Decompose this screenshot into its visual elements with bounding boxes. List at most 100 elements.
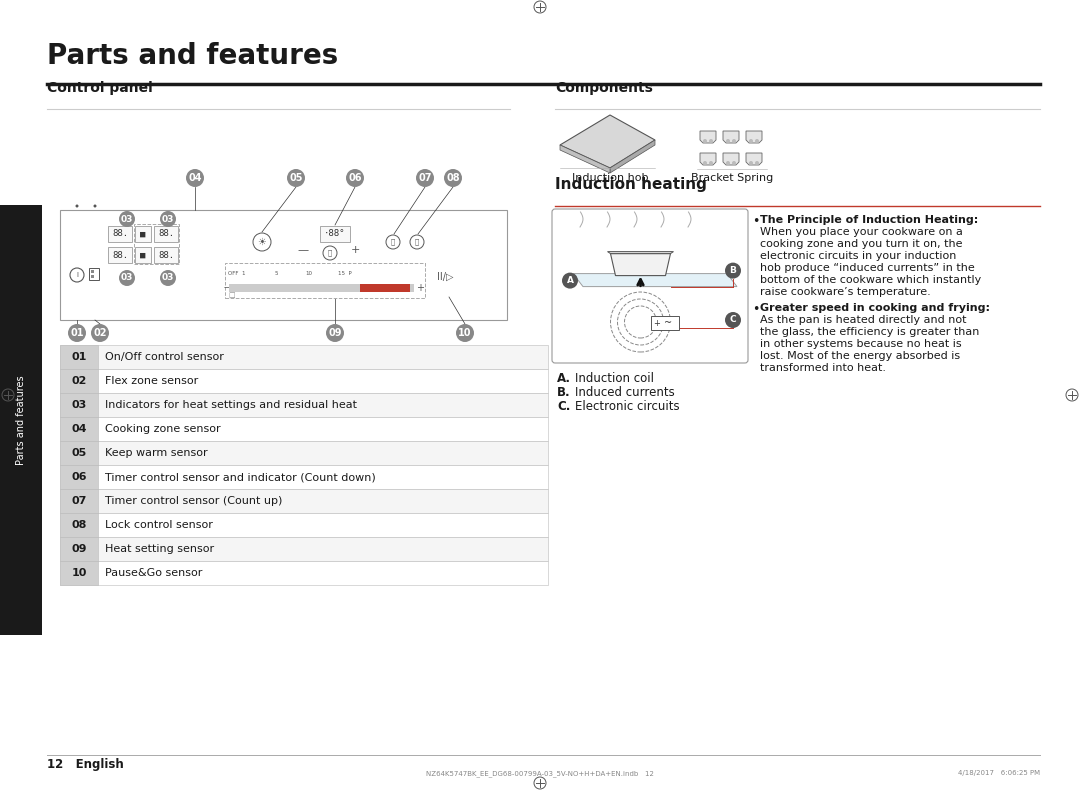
- Circle shape: [755, 139, 759, 143]
- Text: 03: 03: [162, 215, 174, 224]
- Polygon shape: [561, 145, 610, 173]
- Text: Induced currents: Induced currents: [575, 386, 675, 399]
- Polygon shape: [723, 153, 739, 165]
- Bar: [60, 417, 548, 441]
- Text: •: •: [752, 303, 759, 316]
- Bar: [60, 369, 548, 393]
- Bar: [360, 284, 410, 292]
- Polygon shape: [746, 131, 762, 143]
- Polygon shape: [610, 254, 671, 276]
- Bar: [91, 275, 94, 278]
- Polygon shape: [610, 140, 654, 173]
- Text: in other systems because no heat is: in other systems because no heat is: [760, 339, 961, 349]
- Text: 01: 01: [70, 328, 84, 338]
- Bar: [91, 270, 94, 273]
- Text: □: □: [228, 292, 234, 298]
- Text: As the pan is heated directly and not: As the pan is heated directly and not: [760, 315, 967, 325]
- Text: Induction coil: Induction coil: [575, 372, 654, 385]
- Bar: [60, 537, 548, 561]
- Text: 03: 03: [121, 273, 133, 283]
- Circle shape: [732, 139, 735, 143]
- Text: transformed into heat.: transformed into heat.: [760, 363, 886, 373]
- Bar: [225, 263, 426, 298]
- Text: 06: 06: [348, 173, 362, 183]
- Text: Keep warm sensor: Keep warm sensor: [105, 448, 207, 458]
- Circle shape: [755, 161, 759, 165]
- Text: raise cookware’s temperature.: raise cookware’s temperature.: [760, 287, 931, 297]
- Circle shape: [708, 139, 713, 143]
- FancyBboxPatch shape: [552, 209, 748, 363]
- Polygon shape: [607, 251, 674, 254]
- Circle shape: [186, 169, 204, 187]
- Bar: [60, 441, 98, 465]
- Polygon shape: [723, 131, 739, 143]
- Text: 09: 09: [71, 544, 86, 554]
- Bar: [60, 489, 98, 513]
- Text: ~: ~: [664, 318, 673, 328]
- Text: Lock control sensor: Lock control sensor: [105, 520, 213, 530]
- Text: Timer control sensor (Count up): Timer control sensor (Count up): [105, 496, 282, 506]
- Text: Induction hob: Induction hob: [571, 173, 648, 183]
- Text: 02: 02: [93, 328, 107, 338]
- Text: ■: ■: [140, 250, 146, 259]
- Text: 88.: 88.: [158, 250, 174, 259]
- Bar: [108, 247, 132, 263]
- Polygon shape: [573, 273, 737, 287]
- Circle shape: [732, 161, 735, 165]
- Circle shape: [68, 324, 86, 342]
- Circle shape: [94, 205, 96, 208]
- Text: 06: 06: [71, 472, 86, 482]
- Circle shape: [119, 211, 135, 227]
- Text: cooking zone and you turn it on, the: cooking zone and you turn it on, the: [760, 239, 962, 249]
- Bar: [89, 268, 99, 280]
- Text: lost. Most of the energy absorbed is: lost. Most of the energy absorbed is: [760, 351, 960, 361]
- Text: electronic circuits in your induction: electronic circuits in your induction: [760, 251, 957, 261]
- Bar: [154, 247, 178, 263]
- Text: A.: A.: [557, 372, 571, 385]
- Text: Induction heating: Induction heating: [555, 177, 707, 192]
- Text: 🔒: 🔒: [415, 239, 419, 246]
- Bar: [135, 247, 151, 263]
- Text: 08: 08: [446, 173, 460, 183]
- Text: 04: 04: [71, 424, 86, 434]
- Text: I: I: [76, 272, 78, 278]
- Text: 04: 04: [188, 173, 202, 183]
- Text: Bracket Spring: Bracket Spring: [691, 173, 773, 183]
- Text: 10: 10: [71, 568, 86, 578]
- Text: 5: 5: [275, 271, 279, 276]
- Circle shape: [726, 139, 730, 143]
- Text: ⌚: ⌚: [391, 239, 395, 246]
- Text: OFF  1: OFF 1: [228, 271, 245, 276]
- Polygon shape: [700, 153, 716, 165]
- Circle shape: [119, 270, 135, 286]
- Circle shape: [346, 169, 364, 187]
- Text: 4/18/2017   6:06:25 PM: 4/18/2017 6:06:25 PM: [958, 770, 1040, 776]
- Text: 07: 07: [418, 173, 432, 183]
- Circle shape: [726, 161, 730, 165]
- Text: 15  P: 15 P: [338, 271, 352, 276]
- Text: the glass, the efficiency is greater than: the glass, the efficiency is greater tha…: [760, 327, 980, 337]
- Text: Indicators for heat settings and residual heat: Indicators for heat settings and residua…: [105, 400, 357, 410]
- Text: +: +: [416, 283, 424, 293]
- Circle shape: [444, 169, 462, 187]
- Circle shape: [708, 161, 713, 165]
- Text: 05: 05: [71, 448, 86, 458]
- Text: A: A: [567, 276, 573, 285]
- Text: Electronic circuits: Electronic circuits: [575, 400, 679, 413]
- Text: 01: 01: [71, 352, 86, 362]
- Bar: [154, 226, 178, 242]
- Text: 09: 09: [328, 328, 341, 338]
- Text: II/▷: II/▷: [436, 272, 454, 282]
- Text: 05: 05: [289, 173, 302, 183]
- Bar: [60, 465, 98, 489]
- Text: —: —: [224, 284, 232, 292]
- Text: 08: 08: [71, 520, 86, 530]
- Bar: [60, 489, 548, 513]
- Bar: [60, 513, 548, 537]
- Bar: [60, 210, 507, 320]
- Bar: [60, 561, 548, 585]
- Circle shape: [91, 324, 109, 342]
- Text: Parts and features: Parts and features: [48, 42, 338, 70]
- Text: NZ64K5747BK_EE_DG68-00799A-03_5V-NO+H+DA+EN.indb   12: NZ64K5747BK_EE_DG68-00799A-03_5V-NO+H+DA…: [427, 770, 653, 777]
- Text: Pause&Go sensor: Pause&Go sensor: [105, 568, 202, 578]
